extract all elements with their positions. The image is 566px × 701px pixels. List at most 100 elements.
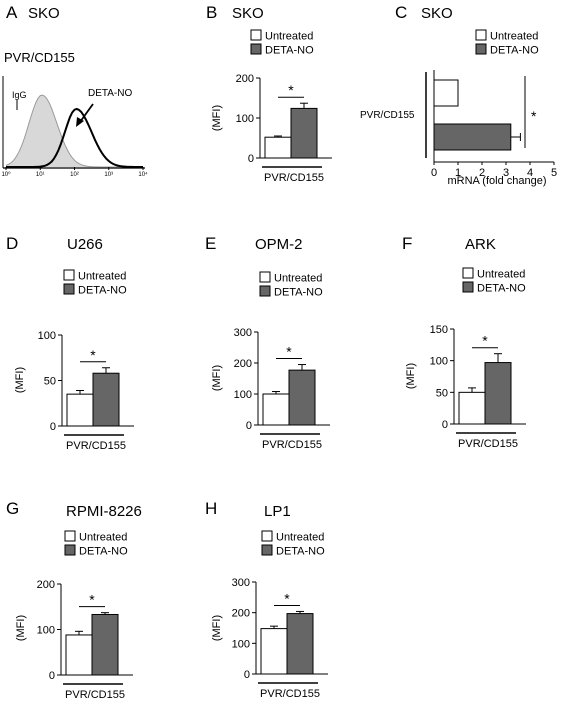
panel-e: E OPM-2 Untreated DETA-NO 0 100 200 300 (MFI) * PV… [205, 234, 330, 451]
panel-b-y-tick-label: 0 [248, 153, 254, 165]
panel-h-y-tick-label: 200 [232, 608, 250, 620]
panel-h-bar-deta-no [286, 613, 314, 675]
panel-f-legend-untreated-swatch [462, 267, 474, 279]
panel-f-significance: * [482, 333, 488, 349]
panel-e-legend-treated-swatch [259, 285, 271, 297]
panel-b-legend-treated: DETA-NO [265, 45, 314, 57]
panel-f-y-tick-label: 0 [442, 419, 448, 431]
panel-b-bar-deta-no [290, 107, 318, 159]
panel-g-y-tick-label: 0 [49, 670, 55, 682]
panel-f-legend-treated-swatch [462, 281, 474, 293]
panel-g-category-label: PVR/CD155 [65, 689, 125, 701]
deta-no-label: DETA-NO [88, 88, 132, 99]
panel-e-significance: * [286, 344, 292, 360]
panel-a: A SKO PVR/CD155 IgG DETA-NO 10⁰ 10¹ 10² 10³… [1, 3, 148, 178]
panel-b-y-tick-label: 100 [236, 113, 254, 125]
panel-g-bar-untreated [65, 634, 93, 676]
panel-c-x-tick-label: 5 [551, 167, 557, 179]
panel-letter-d: D [6, 234, 18, 253]
panel-g-y-label: (MFI) [15, 615, 27, 641]
panel-c-x-tick-label: 4 [527, 167, 533, 179]
panel-a-x-tick-label: 10³ [104, 172, 113, 178]
panel-a-subtitle: PVR/CD155 [4, 50, 75, 65]
panel-h-y-label: (MFI) [211, 615, 223, 641]
deta-no-histogram-curve [6, 107, 143, 168]
panel-letter-f: F [402, 234, 412, 253]
panel-c-legend-untreated-swatch [475, 29, 487, 41]
panel-h-y-tick-label: 100 [232, 638, 250, 650]
panel-g: G RPMI-8226 Untreated DETA-NO 0 100 200 (MFI) * P… [6, 499, 142, 701]
panel-a-x-tick-label: 10⁰ [1, 171, 11, 178]
panel-d-y-tick-label: 100 [38, 330, 56, 342]
panel-c-legend-treated-swatch [475, 43, 487, 55]
panel-e-y-tick-label: 200 [234, 358, 252, 370]
panel-b-legend-treated-swatch [250, 43, 262, 55]
panel-b-y-label: (MFI) [211, 105, 223, 131]
panel-e-legend-treated: DETA-NO [274, 287, 323, 299]
panel-f-bar-deta-no [484, 362, 512, 425]
panel-c-legend-treated: DETA-NO [490, 45, 539, 57]
panel-d: D U266 Untreated DETA-NO 0 50 100 (MFI) * PVR/CD1… [6, 234, 134, 452]
panel-a-title: SKO [28, 5, 60, 22]
panel-h-legend-treated: DETA-NO [276, 546, 325, 558]
panel-letter-b: B [206, 3, 217, 22]
panel-c-bar-untreated [433, 79, 459, 107]
panel-c: C SKO Untreated DETA-NO PVR/CD155 * 0 1 2 3… [360, 3, 557, 187]
panel-c-x-tick-label: 0 [431, 167, 437, 179]
panel-letter-a: A [6, 3, 18, 22]
panel-c-x-label: mRNA (fold change) [447, 175, 546, 187]
panel-f-category-label: PVR/CD155 [458, 438, 518, 450]
panel-letter-e: E [205, 234, 216, 253]
panel-d-legend-untreated: Untreated [78, 271, 126, 283]
panel-h-y-tick-label: 0 [244, 669, 250, 681]
panel-letter-h: H [205, 499, 217, 518]
panel-d-title: U266 [67, 236, 103, 253]
panel-e-bar-untreated [262, 393, 290, 426]
panel-a-x-ticks: 10⁰ 10¹ 10² 10³ 10⁴ [1, 167, 148, 178]
panel-e-legend-untreated-swatch [259, 271, 271, 283]
panel-d-y-tick-label: 0 [50, 421, 56, 433]
panel-f-bar-untreated [458, 391, 486, 425]
panel-e-bar-deta-no [288, 369, 316, 426]
panel-d-y-label: (MFI) [14, 367, 26, 393]
panel-a-x-tick-label: 10⁴ [138, 171, 148, 178]
panel-g-bar-deta-no [91, 613, 119, 676]
panel-c-x-tick-label: 1 [455, 167, 461, 179]
panel-g-legend-treated: DETA-NO [79, 546, 128, 558]
panel-f-y-label: (MFI) [405, 363, 417, 389]
panel-letter-g: G [6, 499, 19, 518]
panel-b-y-tick-label: 200 [236, 73, 254, 85]
panel-f-y-tick-label: 150 [430, 324, 448, 336]
panel-h: H LP1 Untreated DETA-NO 0 100 200 300 (MFI) * PVR/… [205, 499, 328, 700]
panel-f-title: ARK [465, 236, 496, 253]
panel-b-bar-untreated [264, 136, 292, 159]
panel-h-legend-untreated-swatch [261, 530, 273, 542]
panel-g-legend-untreated-swatch [64, 530, 76, 542]
panel-e-category-label: PVR/CD155 [262, 439, 322, 451]
isotype-histogram-fill [6, 95, 143, 167]
panel-d-category-label: PVR/CD155 [66, 440, 126, 452]
panel-f: F ARK Untreated DETA-NO 0 50 100 150 (MFI) * PVR/C… [402, 234, 526, 450]
panel-e-y-tick-label: 300 [234, 327, 252, 339]
panel-f-y-tick-label: 50 [436, 387, 448, 399]
bar-panels: B SKOUntreatedDETA-NO0100200(MFI)*PVR/CD1… [6, 3, 526, 701]
panel-e-y-tick-label: 100 [234, 389, 252, 401]
panel-e-title: OPM-2 [255, 236, 303, 253]
panel-a-x-tick-label: 10¹ [36, 172, 45, 178]
panel-e-legend-untreated: Untreated [274, 273, 322, 285]
panel-g-y-tick-label: 100 [37, 625, 55, 637]
igg-label: IgG [12, 90, 27, 100]
panel-c-bar-deta-no [433, 123, 512, 151]
panel-c-plot: 0 1 2 3 4 5 [431, 70, 557, 179]
panel-c-x-tick-label: 2 [479, 167, 485, 179]
panel-h-title: LP1 [264, 503, 291, 520]
panel-h-legend-treated-swatch [261, 544, 273, 556]
panel-b-category-label: PVR/CD155 [264, 172, 324, 184]
panel-h-legend-untreated: Untreated [276, 532, 324, 544]
panel-d-legend-treated: DETA-NO [78, 285, 127, 297]
panel-b-legend-untreated-swatch [250, 29, 262, 41]
panel-d-bar-untreated [66, 393, 94, 427]
panel-d-legend-treated-swatch [63, 283, 75, 295]
panel-e-y-label: (MFI) [211, 365, 223, 391]
panel-g-title: RPMI-8226 [66, 503, 142, 520]
